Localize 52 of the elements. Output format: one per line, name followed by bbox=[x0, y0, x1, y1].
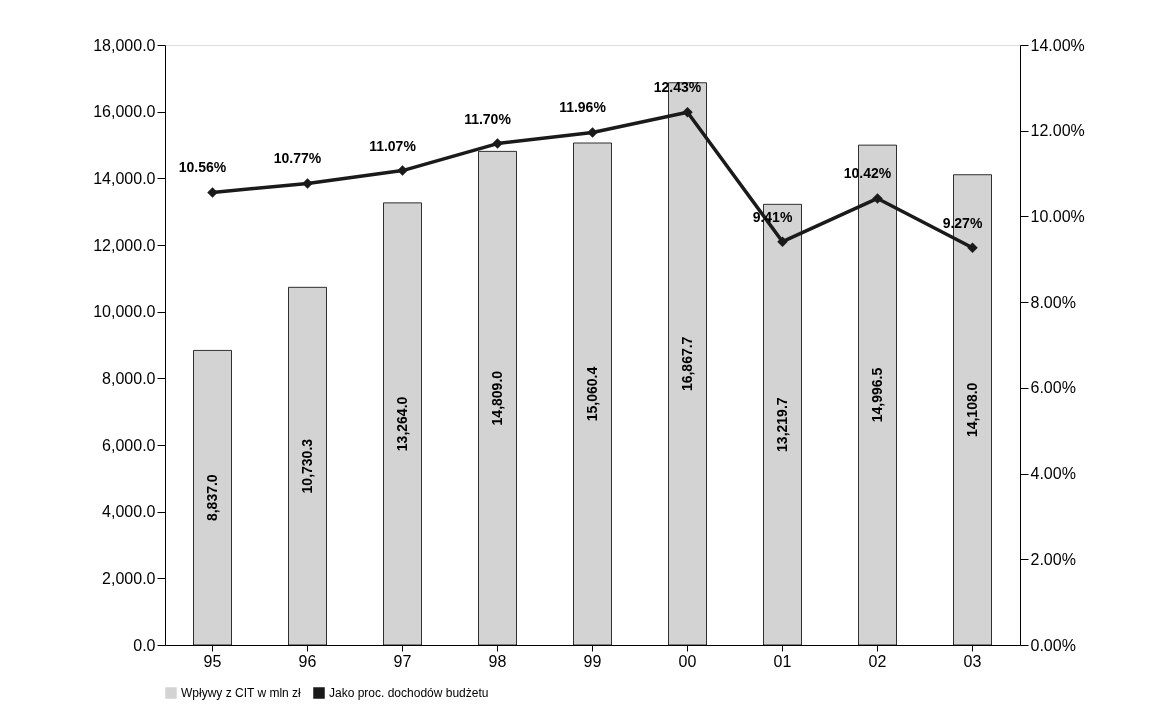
y2-tick-label: 2.00% bbox=[1030, 550, 1076, 568]
data-label: 14,108.0 bbox=[963, 382, 980, 438]
y-tick-label: 18,000.0 bbox=[93, 36, 156, 54]
x-tick-label: 99 bbox=[583, 652, 602, 670]
x-tick-label: 97 bbox=[393, 652, 412, 670]
y2-tick-label: 14.00% bbox=[1030, 36, 1085, 54]
data-label: 10.77% bbox=[273, 150, 322, 167]
x-tick-label: 96 bbox=[298, 652, 317, 670]
y-tick-label: 16,000.0 bbox=[93, 103, 156, 121]
data-label: 15,060.4 bbox=[583, 366, 600, 422]
point bbox=[397, 165, 408, 176]
data-label: 14,809.0 bbox=[488, 370, 505, 426]
data-label: 14,996.5 bbox=[868, 367, 885, 423]
data-label: 10.56% bbox=[178, 159, 227, 176]
point bbox=[682, 107, 693, 118]
data-label: 16,867.7 bbox=[678, 336, 695, 392]
point bbox=[967, 242, 978, 253]
data-label: 13,219.7 bbox=[773, 397, 790, 452]
data-label: 10,730.3 bbox=[298, 438, 315, 494]
point bbox=[587, 127, 598, 138]
point bbox=[872, 193, 883, 204]
y2-tick-label: 0.00% bbox=[1030, 636, 1076, 654]
point bbox=[302, 178, 313, 189]
y-tick-label: 14,000.0 bbox=[93, 169, 156, 187]
x-tick-label: 98 bbox=[488, 652, 507, 670]
legend-label: Wpływy z CIT w mln zł bbox=[181, 686, 302, 700]
y-tick-label: 4,000.0 bbox=[102, 503, 156, 521]
x-tick-label: 01 bbox=[773, 652, 792, 670]
legend-label: Jako proc. dochodów budżetu bbox=[329, 686, 489, 700]
x-tick-label: 03 bbox=[963, 652, 982, 670]
data-label: 11.70% bbox=[464, 110, 512, 127]
point bbox=[492, 138, 503, 149]
y2-tick-label: 10.00% bbox=[1030, 207, 1085, 225]
y-tick-label: 2,000.0 bbox=[102, 569, 156, 587]
data-label: 13,264.0 bbox=[393, 396, 410, 452]
x-tick-label: 95 bbox=[203, 652, 222, 670]
x-tick-label: 02 bbox=[868, 652, 887, 670]
data-label: 8,837.0 bbox=[203, 474, 220, 522]
point bbox=[777, 236, 788, 247]
point bbox=[207, 187, 218, 198]
y-tick-label: 8,000.0 bbox=[102, 369, 156, 387]
y2-tick-label: 4.00% bbox=[1030, 465, 1076, 483]
y-tick-label: 10,000.0 bbox=[93, 303, 156, 321]
y-tick-label: 0.0 bbox=[133, 636, 156, 654]
x-tick-label: 00 bbox=[678, 652, 697, 670]
y2-tick-label: 6.00% bbox=[1030, 379, 1076, 397]
y2-tick-label: 8.00% bbox=[1030, 293, 1076, 311]
y-tick-label: 12,000.0 bbox=[93, 236, 156, 254]
data-label: 11.96% bbox=[559, 99, 607, 116]
y-tick-label: 6,000.0 bbox=[102, 436, 156, 454]
data-label: 11.07% bbox=[369, 137, 417, 154]
y2-tick-label: 12.00% bbox=[1030, 122, 1085, 140]
